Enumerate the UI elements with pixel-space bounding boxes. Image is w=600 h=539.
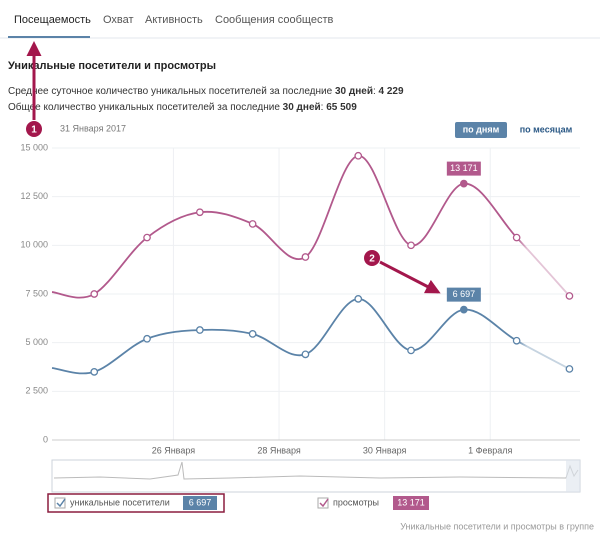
check [56,498,66,508]
button-label[interactable]: по дням [463,124,500,134]
y-tick-label: 0 [43,434,48,444]
legend-badge [393,496,429,510]
legend-label: уникальные посетители [70,497,170,507]
point [90,368,99,376]
stat-value: 65 509 [326,102,357,113]
point [90,290,99,298]
y-tick-label: 10 000 [20,240,48,250]
button-label[interactable]: по месяцам [520,124,573,134]
point [354,151,363,160]
series-line [51,297,570,375]
tab[interactable]: Охват [103,14,134,26]
point [407,346,415,355]
legend-label: просмотры [333,497,379,507]
plot: 0 2 500 5 000 7 500 10 000 12 500 15 000 26 Янв… [20,142,580,455]
point [512,233,521,242]
y-tick-label: 15 000 [20,142,48,152]
legend-badge [183,496,217,510]
legend-value: 13 171 [397,497,425,507]
x-tick-label: 28 Января [257,445,301,455]
stat-sep: : [321,102,327,113]
point [248,220,257,228]
point [407,241,415,250]
tab[interactable]: Посещаемость [14,14,91,26]
y-tick-label: 5 000 [25,337,48,347]
x-tick-label: 26 Января [152,445,196,455]
stat-period: 30 дней [283,102,321,113]
legend-highlight [47,493,225,513]
point [459,305,468,314]
annotation-badge [364,250,380,266]
stat-text: Среднее суточное количество уникальных п… [8,86,335,97]
point [195,208,204,217]
point [195,326,204,334]
checkbox[interactable] [54,497,66,509]
tab-active-underline [8,36,90,38]
stat-period: 30 дней [335,86,373,97]
tab[interactable]: Активность [145,14,203,26]
point [512,336,521,345]
value-label: 6 697 [453,289,476,299]
point [301,253,310,261]
stat-value: 4 229 [379,86,404,97]
footer: Уникальные посетители и просмотры в груп… [400,521,594,531]
y-tick-label: 7 500 [25,288,48,298]
navigator-window [566,460,580,492]
legend-value: 6 697 [189,497,212,507]
stat-sep: : [373,86,379,97]
point [565,365,574,373]
tab[interactable]: Сообщения сообществ [215,14,333,26]
value-label-box [446,287,481,302]
point [565,292,574,300]
y-tick-label: 12 500 [20,191,48,201]
stat-line: Общее количество уникальных посетителей … [8,101,357,113]
annotation-label: 2 [369,254,375,265]
value-label-box [446,161,481,176]
point [143,334,151,343]
point [354,295,363,303]
annotation-badge [26,121,42,137]
value-label: 13 171 [450,163,478,173]
x-tick-label: 30 Января [363,445,407,455]
heading: Уникальные посетители и просмотры [8,60,216,72]
point [301,350,310,359]
annotation-arrow [379,260,441,294]
button-active[interactable] [455,122,507,138]
stat-text: Общее количество уникальных посетителей … [8,101,283,113]
stat-line: Среднее суточное количество уникальных п… [8,86,404,97]
checkbox[interactable] [317,497,329,509]
x-tick-label: 1 Февраля [468,445,512,455]
check [319,498,329,508]
point [459,179,468,188]
date[interactable]: 31 Января 2017 [60,123,126,133]
series-line [51,154,571,299]
point [143,233,151,242]
point [248,330,257,338]
annotation-label: 1 [31,125,37,136]
y-tick-label: 2 500 [25,386,48,396]
